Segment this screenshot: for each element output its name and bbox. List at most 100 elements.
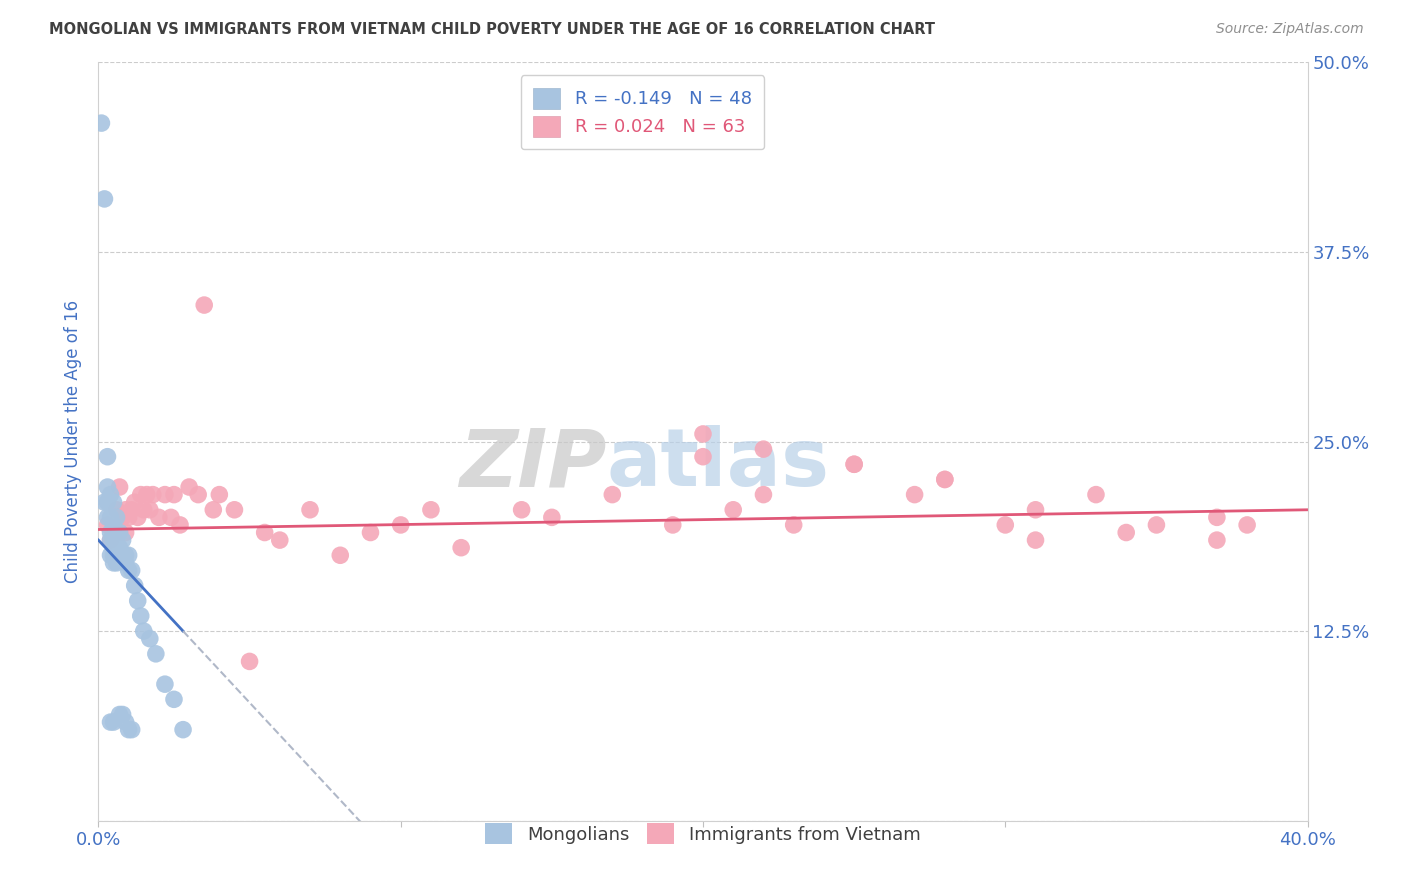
Point (1024, 503, 1046, 517)
Point (103, 556, 125, 570)
Point (124, 579, 146, 593)
Point (103, 548, 125, 563)
Point (108, 480, 131, 494)
Point (904, 487, 927, 501)
Point (111, 707, 134, 722)
Point (135, 487, 157, 501)
Point (132, 503, 155, 517)
Point (127, 594, 149, 608)
Point (105, 525, 128, 540)
Point (1206, 510, 1229, 524)
Point (108, 541, 131, 555)
Text: ZIP: ZIP (458, 425, 606, 503)
Point (269, 533, 291, 548)
Point (105, 556, 128, 570)
Point (96, 450, 118, 464)
Point (114, 548, 136, 563)
Text: atlas: atlas (606, 425, 830, 503)
Point (142, 487, 165, 501)
Point (723, 503, 745, 517)
Point (129, 487, 152, 501)
Point (139, 632, 162, 646)
Point (602, 487, 624, 501)
Point (132, 624, 155, 639)
Point (118, 548, 141, 563)
Point (100, 487, 122, 501)
Point (299, 503, 322, 517)
Text: Source: ZipAtlas.com: Source: ZipAtlas.com (1216, 22, 1364, 37)
Point (93, 495, 115, 509)
Legend: Mongolians, Immigrants from Vietnam: Mongolians, Immigrants from Vietnam (477, 814, 929, 854)
Point (1144, 517, 1167, 532)
Point (108, 707, 131, 722)
Point (179, 480, 201, 494)
Point (118, 723, 141, 737)
Point (129, 608, 152, 623)
Point (100, 525, 122, 540)
Point (105, 503, 128, 517)
Point (105, 510, 128, 524)
Point (844, 458, 866, 472)
Point (103, 517, 125, 532)
Point (103, 495, 125, 509)
Point (111, 548, 134, 563)
Point (224, 503, 246, 517)
Point (105, 525, 128, 540)
Point (108, 548, 131, 563)
Point (111, 510, 134, 524)
Point (360, 525, 382, 540)
Point (752, 442, 775, 457)
Point (187, 487, 209, 501)
Point (124, 495, 146, 509)
Point (100, 510, 122, 524)
Text: MONGOLIAN VS IMMIGRANTS FROM VIETNAM CHILD POVERTY UNDER THE AGE OF 16 CORRELATI: MONGOLIAN VS IMMIGRANTS FROM VIETNAM CHI… (49, 22, 935, 37)
Point (105, 533, 128, 548)
Point (163, 487, 186, 501)
Point (193, 298, 215, 312)
Point (118, 564, 141, 578)
Point (100, 715, 122, 730)
Point (118, 510, 141, 524)
Point (114, 556, 136, 570)
Point (329, 548, 352, 563)
Point (934, 473, 956, 487)
Point (139, 503, 162, 517)
Point (96, 510, 118, 524)
Point (114, 715, 136, 730)
Point (145, 647, 167, 661)
Point (420, 503, 443, 517)
Point (96, 517, 118, 532)
Point (121, 503, 143, 517)
Point (90, 116, 112, 130)
Point (208, 487, 231, 501)
Point (96, 495, 118, 509)
Y-axis label: Child Poverty Under the Age of 16: Child Poverty Under the Age of 16 (65, 300, 83, 583)
Point (202, 503, 225, 517)
Point (1085, 487, 1108, 501)
Point (96, 480, 118, 494)
Point (100, 533, 122, 548)
Point (121, 723, 143, 737)
Point (934, 473, 956, 487)
Point (103, 525, 125, 540)
Point (510, 503, 533, 517)
Point (114, 503, 136, 517)
Point (163, 692, 186, 706)
Point (121, 564, 143, 578)
Point (1115, 525, 1137, 540)
Point (783, 517, 806, 532)
Point (1206, 533, 1229, 548)
Point (105, 548, 128, 563)
Point (169, 517, 191, 532)
Point (100, 533, 122, 548)
Point (114, 525, 136, 540)
Point (93, 192, 115, 206)
Point (1024, 533, 1046, 548)
Point (661, 517, 683, 532)
Point (994, 517, 1017, 532)
Point (692, 427, 714, 442)
Point (692, 450, 714, 464)
Point (111, 533, 134, 548)
Point (103, 533, 125, 548)
Point (540, 510, 562, 524)
